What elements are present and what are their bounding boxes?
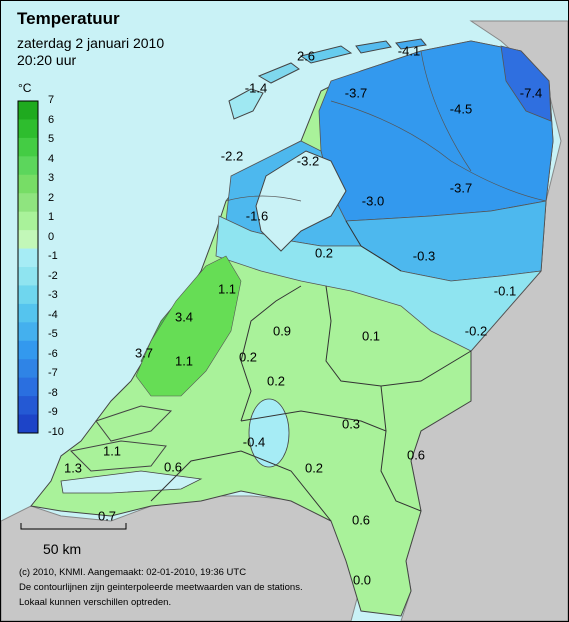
station-temperature: 0.2 [314,245,334,261]
legend-outline [17,100,39,434]
legend-label: -1 [48,250,58,263]
station-temperature: -2.2 [220,148,244,164]
station-temperature: 0.9 [272,323,292,339]
station-temperature: 0.2 [304,460,324,476]
legend-swatch [18,396,38,416]
station-temperature: 0.6 [406,447,426,463]
station-temperature: -3.7 [449,180,473,196]
legend-label: -3 [48,289,58,302]
legend-label: 1 [48,211,55,224]
station-temperature: -3.2 [296,153,320,169]
station-temperature: -1.6 [245,208,269,224]
legend-swatch [18,101,38,120]
color-legend-bar [17,100,39,434]
footer-copyright: (c) 2010, KNMI. Aangemaakt: 02-01-2010, … [19,567,247,578]
legend-label: 0 [48,230,55,243]
legend-label: 2 [48,191,55,204]
veluwe-cold-patch [248,398,290,468]
map-date: zaterdag 2 januari 2010 [17,35,165,51]
station-temperature: -7.4 [519,85,543,101]
legend-swatch [18,230,38,250]
legend-label: -10 [48,426,64,438]
legend-label: 4 [48,152,55,165]
legend-swatch [18,248,38,268]
legend-label: -9 [48,406,58,419]
island-schiermonnikoog [395,38,427,50]
zeeland-island-1 [95,405,173,442]
station-temperature: 3.7 [134,345,154,361]
station-temperature: 2.6 [296,48,316,64]
island-texel [228,88,264,120]
station-temperature: -3.7 [344,85,368,101]
station-temperature: 1.3 [63,460,83,476]
island-terschelling [299,45,353,64]
cold-zone-darker [500,45,552,122]
station-temperature: -0.2 [464,323,488,339]
warm-coast-zone-outer [135,255,242,397]
station-temperature: 3.4 [174,309,194,325]
station-temperature: 1.1 [174,353,194,369]
legend-label: -6 [48,347,58,360]
contour-lines [225,50,547,202]
zeeland-water [60,470,203,494]
legend-swatch [18,193,38,213]
station-temperature: 0.2 [238,349,258,365]
station-temperature: -1.4 [244,80,268,96]
station-temperature: 0.3 [341,416,361,432]
province-borders [150,220,472,522]
legend-label: 7 [48,94,55,106]
legend-swatch [18,285,38,305]
legend-swatch [18,267,38,286]
island-vlieland [257,62,300,84]
legend-swatch [18,303,38,323]
station-temperature: 0.2 [266,373,286,389]
legend-label: -2 [48,269,58,282]
legend-swatch [18,156,38,176]
station-temperature: 1.1 [217,281,237,297]
legend-label: -7 [48,367,58,380]
legend-swatch [18,340,38,360]
legend-label: -8 [48,386,58,399]
legend-swatch [18,377,38,397]
legend-label: 3 [48,172,55,185]
station-temperature: -4.5 [449,101,473,117]
legend-label: 5 [48,133,55,146]
station-temperature: -0.3 [412,248,436,264]
station-temperature: -4.1 [397,43,421,59]
legend-swatch [18,211,38,231]
map-title: Temperatuur [17,9,120,28]
island-ameland [355,40,392,54]
legend-label: -5 [48,328,58,341]
scale-bar [20,523,127,530]
station-temperature: 0.6 [163,459,183,475]
footer-note: De contourlijnen zijn geinterpoleerde me… [19,582,303,593]
station-temperature: 1.1 [102,443,122,459]
legend-swatch [18,359,38,379]
zeeland-island-2 [69,440,167,472]
scale-label: 50 km [43,541,82,557]
cool-zone [215,215,542,352]
legend-swatch [18,174,38,194]
station-temperature: -0.1 [493,283,517,299]
legend-swatch [18,414,38,434]
station-temperature: 0.1 [361,328,381,344]
map-time: 20:20 uur [17,52,77,68]
legend-swatch [18,137,38,157]
footer-disclaimer: Lokaal kunnen verschillen optreden. [19,597,172,608]
station-temperature: 0.6 [351,512,371,528]
station-temperature: -0.4 [242,434,266,450]
station-temperature: 0.7 [97,508,117,524]
legend-swatch [18,119,38,139]
legend-label: 6 [48,113,55,126]
station-temperature: 0.0 [352,572,372,588]
legend-swatch [18,322,38,342]
legend-unit-label: °C [18,81,32,95]
station-temperature: -3.0 [361,193,385,209]
legend-label: -4 [48,308,58,321]
